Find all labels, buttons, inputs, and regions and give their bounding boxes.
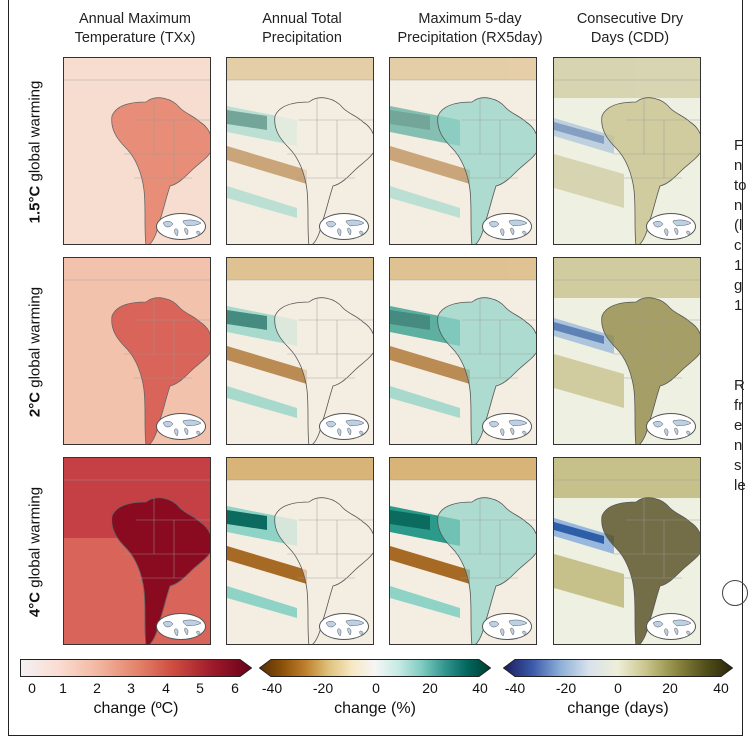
world-map-inset-icon [156,213,206,240]
map-panel [63,457,211,645]
row-label: 2°C global warming [24,257,46,447]
side-text-fragment: fr [734,397,744,414]
map-panel [226,457,374,645]
colorbar-label: change (days) [567,700,669,717]
colorbar-label: change (%) [334,700,416,717]
world-map-inset-icon [319,413,369,440]
map-panel [226,257,374,445]
map-panel [63,57,211,245]
row-suffix: global warming [26,80,44,186]
map-panel [389,457,537,645]
colorbar-tick-label: 0 [614,680,622,696]
row-level: 1.5°C [26,185,44,224]
colorbar-tick-label: 6 [231,680,239,696]
south-america-map [390,258,536,444]
column-title-line1: Annual Maximum [78,11,191,27]
world-map-inset-icon [482,413,532,440]
side-circle-icon [722,580,748,606]
colorbar-tick-label: -20 [312,680,334,696]
colorbar-tick-label: 0 [28,680,36,696]
colorbar-tick-label: 3 [127,680,135,696]
side-text-fragment: F [734,137,744,154]
column-title-line2: Temperature (TXx) [74,30,196,46]
colorbar [258,659,492,677]
map-panel [553,457,701,645]
colorbar-label: change (ºC) [93,700,179,717]
column-title: Annual Total Precipitation [219,10,385,48]
side-text-fragment: le [734,477,746,494]
map-panel [63,257,211,445]
colorbar-tick-label: 20 [662,680,678,696]
side-text-fragment: s [734,457,742,474]
row-level: 2°C [26,391,44,418]
side-text-fragment: (l [734,217,743,234]
colorbar-tick-label: 2 [93,680,101,696]
side-text-fragment: n [734,157,743,174]
column-title: Maximum 5-day Precipitation (RX5day) [387,10,553,48]
map-panel [389,257,537,445]
colorbar-tick-label: 0 [372,680,380,696]
column-title-line2: Precipitation (RX5day) [397,30,543,46]
row-level: 4°C [26,591,44,618]
column-title-line2: Days (CDD) [590,30,670,46]
row-suffix: global warming [26,486,44,592]
world-map-inset-icon [482,613,532,640]
column-title-line2: Precipitation [262,30,342,46]
map-panel [553,257,701,445]
colorbar-tick-label: 5 [196,680,204,696]
colorbar [502,659,734,677]
row-suffix: global warming [26,286,44,392]
map-panel [553,57,701,245]
colorbar-tick-label: 1 [59,680,67,696]
side-text-fragment: R [734,377,745,394]
column-title: Annual Maximum Temperature (TXx) [52,10,218,48]
colorbar-tick-label: -40 [504,680,526,696]
side-text-fragment: n [734,197,743,214]
side-text-fragment: e [734,417,743,434]
colorbar-tick-label: 4 [162,680,170,696]
colorbar-tick-label: -40 [261,680,283,696]
side-text-fragment: g [734,277,743,294]
column-title: Consecutive Dry Days (CDD) [547,10,713,48]
column-title-line1: Consecutive Dry [576,11,684,27]
world-map-inset-icon [319,213,369,240]
map-panel [226,57,374,245]
colorbar-tick-label: 40 [472,680,488,696]
side-text-fragment: to [734,177,747,194]
side-text-fragment: n [734,437,743,454]
colorbar-tick-label: 20 [422,680,438,696]
column-title-line1: Maximum 5-day [418,11,522,27]
map-panel [389,57,537,245]
side-text-fragment: c [734,237,742,254]
colorbar-tick-label: 40 [713,680,729,696]
world-map-inset-icon [156,413,206,440]
side-text-fragment: 1 [734,257,743,274]
world-map-inset-icon [646,413,696,440]
side-text-fragment: 1 [734,297,743,314]
row-label: 1.5°C global warming [24,57,46,247]
column-title-line1: Annual Total [262,11,342,27]
world-map-inset-icon [156,613,206,640]
row-label: 4°C global warming [24,457,46,647]
world-map-inset-icon [646,613,696,640]
colorbar [20,659,253,677]
colorbar-tick-label: -20 [555,680,577,696]
figure-frame [8,0,743,736]
world-map-inset-icon [319,613,369,640]
world-map-inset-icon [482,213,532,240]
world-map-inset-icon [646,213,696,240]
